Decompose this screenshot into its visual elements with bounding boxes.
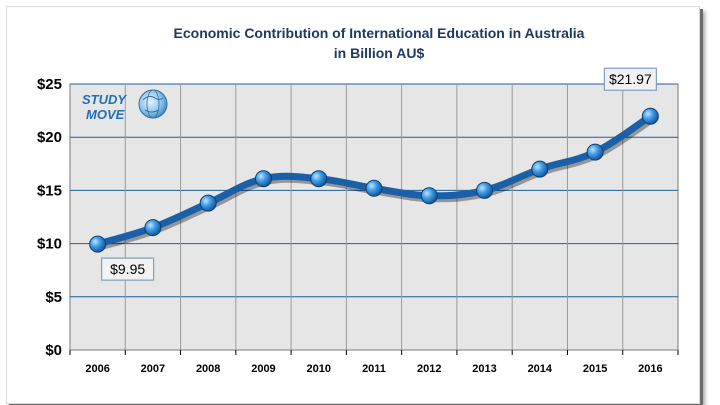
data-label: $9.95 (110, 261, 145, 277)
y-tick-label: $20 (37, 129, 62, 146)
x-tick-label: 2008 (196, 363, 220, 375)
x-tick-label: 2015 (583, 363, 607, 375)
y-tick-label: $5 (45, 289, 62, 306)
logo-text-study: STUDY (82, 92, 127, 107)
data-point (89, 235, 107, 253)
annotation-box (101, 257, 155, 281)
data-point (420, 187, 438, 205)
x-tick-label: 2011 (362, 363, 386, 375)
plot-area (69, 83, 679, 351)
y-tick-label: $10 (37, 236, 62, 253)
x-tick-label: 2013 (472, 363, 496, 375)
data-point (531, 160, 549, 178)
data-label: $21.97 (609, 71, 652, 87)
globe-icon (138, 89, 168, 119)
data-point (586, 143, 604, 161)
y-tick-label: $0 (45, 342, 62, 359)
data-point (476, 181, 494, 199)
annotation-box (603, 67, 657, 91)
y-tick-label: $15 (37, 182, 62, 199)
data-annotations: $9.95 $21.97 (101, 67, 657, 281)
x-tick-label: 2010 (306, 363, 330, 375)
data-point (365, 179, 383, 197)
data-point (254, 170, 272, 188)
x-tick-label: 2007 (141, 363, 165, 375)
data-point (310, 170, 328, 188)
x-tick-label: 2006 (85, 363, 109, 375)
x-tick-label: 2009 (251, 363, 275, 375)
x-axis-ticks: 2006 2007 2008 2009 2010 2011 2012 2013 2014 2015… (69, 350, 679, 375)
chart-title-line1: Economic Contribution of International E… (174, 25, 585, 41)
logo-text-move: MOVE (86, 107, 125, 122)
data-point (199, 194, 217, 212)
x-tick-label: 2012 (417, 363, 441, 375)
grid-lines (70, 83, 678, 350)
data-point (144, 219, 162, 237)
study-move-logo: STUDY MOVE (82, 89, 168, 122)
x-tick-label: 2016 (638, 363, 662, 375)
series-markers (89, 107, 659, 253)
data-point (641, 107, 659, 125)
chart-title-line2: in Billion AU$ (334, 45, 425, 61)
y-tick-label: $25 (37, 76, 62, 93)
y-axis-ticks: $0 $5 $10 $15 $20 $25 (37, 76, 62, 359)
x-tick-label: 2014 (528, 363, 553, 375)
